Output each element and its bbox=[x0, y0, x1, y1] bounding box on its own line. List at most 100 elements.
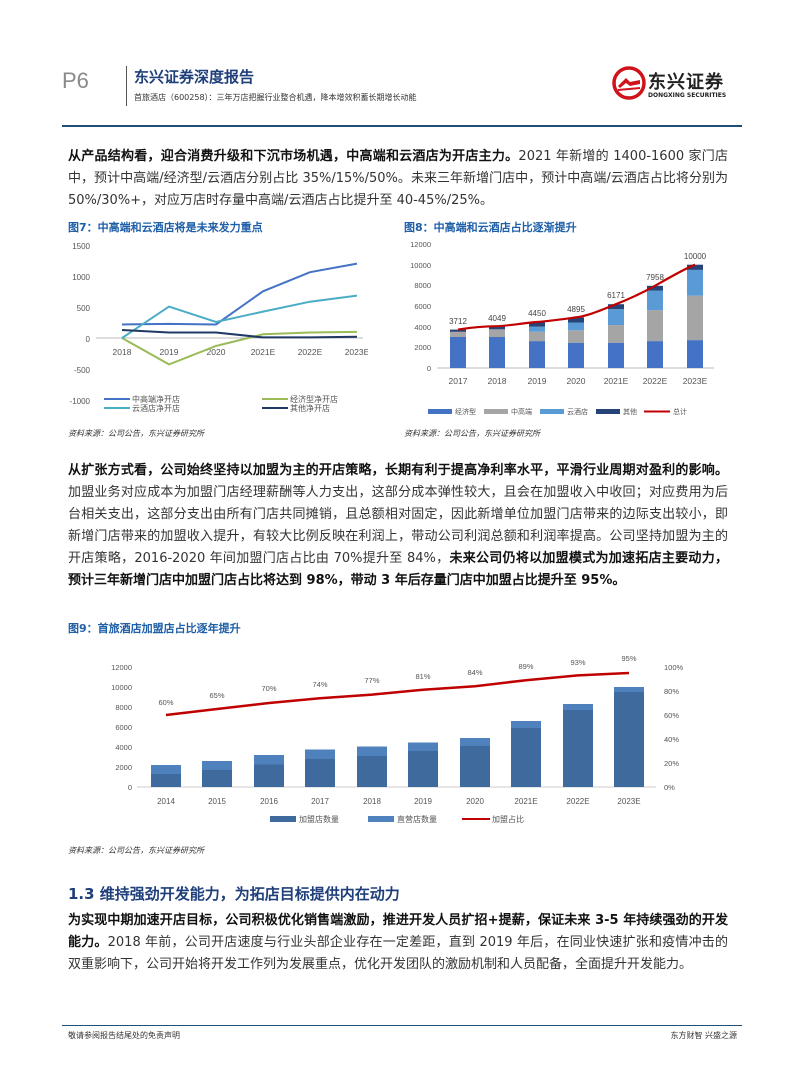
svg-text:6000: 6000 bbox=[414, 302, 431, 311]
svg-text:2018: 2018 bbox=[363, 797, 381, 806]
svg-text:60%: 60% bbox=[158, 698, 173, 707]
svg-text:中高端: 中高端 bbox=[511, 407, 532, 416]
figure7-y-axis: 1500 1000 500 0 -500 -1000 bbox=[70, 242, 91, 406]
svg-text:4450: 4450 bbox=[528, 309, 546, 318]
figure9-x-axis: 2014 2015 2016 2017 2018 2019 2020 2021E… bbox=[157, 797, 640, 806]
figure9-bars bbox=[151, 687, 644, 787]
header-rule bbox=[62, 125, 742, 127]
svg-text:2020: 2020 bbox=[567, 376, 586, 386]
svg-text:84%: 84% bbox=[467, 668, 482, 677]
svg-text:4000: 4000 bbox=[115, 743, 132, 752]
svg-text:2022E: 2022E bbox=[643, 376, 668, 386]
section-heading: 1.3 维持强劲开发能力，为拓店目标提供内在动力 bbox=[68, 885, 400, 903]
figure7-legend: 中高端净开店 经济型净开店 云酒店净开店 其他净开店 bbox=[104, 394, 338, 413]
figure8-x-axis: 2017 2018 2019 2020 2021E 2022E 2023E bbox=[449, 376, 708, 386]
footer-rule bbox=[62, 1025, 742, 1026]
svg-text:经济型净开店: 经济型净开店 bbox=[290, 394, 338, 404]
svg-text:云酒店净开店: 云酒店净开店 bbox=[132, 403, 180, 413]
svg-text:95%: 95% bbox=[621, 654, 636, 663]
svg-text:6171: 6171 bbox=[607, 291, 625, 300]
svg-text:加盟店数量: 加盟店数量 bbox=[299, 814, 339, 824]
svg-text:2021E: 2021E bbox=[514, 797, 537, 806]
svg-text:70%: 70% bbox=[261, 684, 276, 693]
logo-emblem-icon bbox=[612, 66, 646, 100]
svg-text:直营店数量: 直营店数量 bbox=[397, 814, 437, 824]
figure7-title: 图7：中高端和云酒店将是未来发力重点 bbox=[68, 221, 263, 234]
figure8-y-axis: 12000 10000 8000 6000 4000 2000 0 bbox=[410, 240, 431, 373]
figure9-combo-chart: 12000 10000 8000 6000 4000 2000 0 100% 8… bbox=[111, 654, 684, 824]
svg-text:20%: 20% bbox=[664, 759, 679, 768]
svg-text:12000: 12000 bbox=[410, 240, 431, 249]
svg-text:2020: 2020 bbox=[466, 797, 484, 806]
svg-text:1000: 1000 bbox=[72, 273, 90, 282]
series-other bbox=[121, 329, 358, 339]
paragraph-body: 2021 年新增的 1400-1600 家门店中，预计中高端/经济型/云酒店分别… bbox=[68, 149, 728, 208]
paragraph-expansion-mode: 从扩张方式看，公司始终坚持以加盟为主的开店策略，长期有利于提高净利率水平，平滑行… bbox=[68, 460, 728, 592]
figure9-data-labels: 60% 65% 70% 74% 77% 81% 84% 89% 93% 95% bbox=[158, 654, 636, 707]
figure7-source: 资料来源：公司公告，东兴证券研究所 bbox=[68, 429, 204, 438]
svg-text:0: 0 bbox=[427, 364, 431, 373]
figure7-x-axis: 2018 2019 2020 2021E 2022E 2023E bbox=[113, 347, 368, 357]
svg-text:500: 500 bbox=[77, 304, 91, 313]
logo-text-en: DONGXING SECURITIES bbox=[648, 92, 727, 99]
page-number: P6 bbox=[62, 68, 89, 93]
paragraph-body: 加盟业务对应成本为加盟门店经理薪酬等人力支出，这部分成本弹性较大，且会在加盟收入… bbox=[68, 485, 728, 566]
figure9-y-axis-left: 12000 10000 8000 6000 4000 2000 0 bbox=[111, 663, 132, 792]
svg-text:10000: 10000 bbox=[410, 261, 431, 270]
svg-text:74%: 74% bbox=[312, 680, 327, 689]
svg-text:2016: 2016 bbox=[260, 797, 278, 806]
svg-text:81%: 81% bbox=[415, 672, 430, 681]
page-header: P6 东兴证券深度报告 首旅酒店（600258）：三年万店把握行业整合机遇，降本… bbox=[62, 62, 742, 112]
figure9-franchise-ratio-line bbox=[165, 671, 630, 717]
svg-text:12000: 12000 bbox=[111, 663, 132, 672]
svg-text:8000: 8000 bbox=[414, 281, 431, 290]
svg-text:89%: 89% bbox=[518, 662, 533, 671]
svg-text:40%: 40% bbox=[664, 735, 679, 744]
figure9-legend: 加盟店数量 直营店数量 加盟占比 bbox=[270, 814, 524, 824]
svg-text:2019: 2019 bbox=[528, 376, 547, 386]
svg-text:其他: 其他 bbox=[623, 407, 637, 416]
svg-text:2017: 2017 bbox=[449, 376, 468, 386]
svg-text:65%: 65% bbox=[209, 691, 224, 700]
figure8-source: 资料来源：公司公告，东兴证券研究所 bbox=[404, 429, 540, 438]
figure8-stacked-bar-chart: 12000 10000 8000 6000 4000 2000 0 bbox=[410, 240, 714, 416]
svg-text:2022E: 2022E bbox=[566, 797, 589, 806]
svg-text:4049: 4049 bbox=[488, 314, 506, 323]
series-economy bbox=[121, 330, 358, 366]
svg-text:60%: 60% bbox=[664, 711, 679, 720]
svg-text:0: 0 bbox=[86, 335, 91, 344]
svg-text:2023E: 2023E bbox=[345, 347, 368, 357]
figure9-y-axis-right: 100% 80% 60% 40% 20% 0% bbox=[664, 663, 684, 792]
svg-text:2023E: 2023E bbox=[683, 376, 708, 386]
svg-text:中高端净开店: 中高端净开店 bbox=[132, 394, 180, 404]
svg-text:加盟占比: 加盟占比 bbox=[492, 814, 524, 824]
svg-text:10000: 10000 bbox=[111, 683, 132, 692]
paragraph-lead: 从产品结构看，迎合消费升级和下沉市场机遇，中高端和云酒店为开店主力。 bbox=[68, 149, 519, 164]
paragraph-body: 2018 年前，公司开店速度与行业头部企业存在一定差距，直到 2019 年后，在… bbox=[68, 935, 728, 972]
svg-text:80%: 80% bbox=[664, 687, 679, 696]
svg-text:8000: 8000 bbox=[115, 703, 132, 712]
svg-text:4000: 4000 bbox=[414, 323, 431, 332]
svg-text:2017: 2017 bbox=[311, 797, 329, 806]
figure9-title: 图9：首旅酒店加盟店占比逐年提升 bbox=[68, 622, 241, 635]
svg-text:2000: 2000 bbox=[414, 343, 431, 352]
svg-text:2018: 2018 bbox=[488, 376, 507, 386]
paragraph-lead: 为实现中期加速开店目标，公司积极优化销售端激励，推进开发人员扩招+提薪，保证未来… bbox=[68, 913, 728, 950]
company-logo: 东兴证券 DONGXING SECURITIES bbox=[612, 62, 742, 108]
figure8-bars bbox=[450, 264, 703, 368]
report-title: 东兴证券深度报告 bbox=[134, 68, 255, 86]
figure7-line-chart: 1500 1000 500 0 -500 -1000 2018 2019 202… bbox=[70, 242, 368, 413]
svg-text:7958: 7958 bbox=[646, 273, 664, 282]
figure8-data-labels: 3712 4049 4450 4895 6171 7958 10000 bbox=[449, 252, 707, 326]
svg-text:100%: 100% bbox=[664, 663, 684, 672]
paragraph-development-capability: 为实现中期加速开店目标，公司积极优化销售端激励，推进开发人员扩招+提薪，保证未来… bbox=[68, 910, 728, 976]
figure8-total-line bbox=[457, 263, 696, 331]
figure9-source: 资料来源：公司公告，东兴证券研究所 bbox=[68, 846, 204, 855]
svg-text:总计: 总计 bbox=[673, 407, 687, 416]
svg-text:-500: -500 bbox=[74, 366, 91, 375]
figure8-title: 图8：中高端和云酒店占比逐渐提升 bbox=[404, 221, 577, 234]
svg-text:2021E: 2021E bbox=[251, 347, 276, 357]
svg-text:0: 0 bbox=[128, 783, 132, 792]
svg-text:其他净开店: 其他净开店 bbox=[290, 403, 330, 413]
svg-text:4895: 4895 bbox=[567, 305, 585, 314]
